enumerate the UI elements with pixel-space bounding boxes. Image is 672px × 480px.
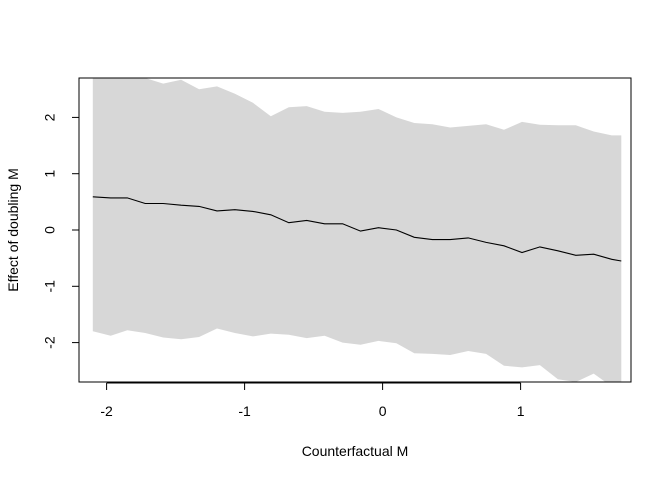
x-axis: -2 -1 0 1 [100,382,525,419]
y-axis: -2 -1 0 1 2 [42,113,80,349]
confidence-band [92,78,622,382]
y-tick-label: 0 [42,226,58,234]
x-tick-label: -1 [238,403,251,419]
series-line [92,196,622,262]
y-tick-label: -1 [42,280,58,293]
y-axis-label: Effect of doubling M [5,168,21,291]
series-line-layer [92,196,622,262]
y-tick-label: 1 [42,170,58,178]
y-tick-label: -2 [42,336,58,349]
confidence-band-layer [92,78,622,382]
x-axis-label: Counterfactual M [302,443,409,459]
x-tick-label: 1 [517,403,525,419]
x-tick-label: 0 [379,403,387,419]
x-tick-label: -2 [100,403,113,419]
plot-area [78,77,632,383]
y-tick-label: 2 [42,113,58,121]
